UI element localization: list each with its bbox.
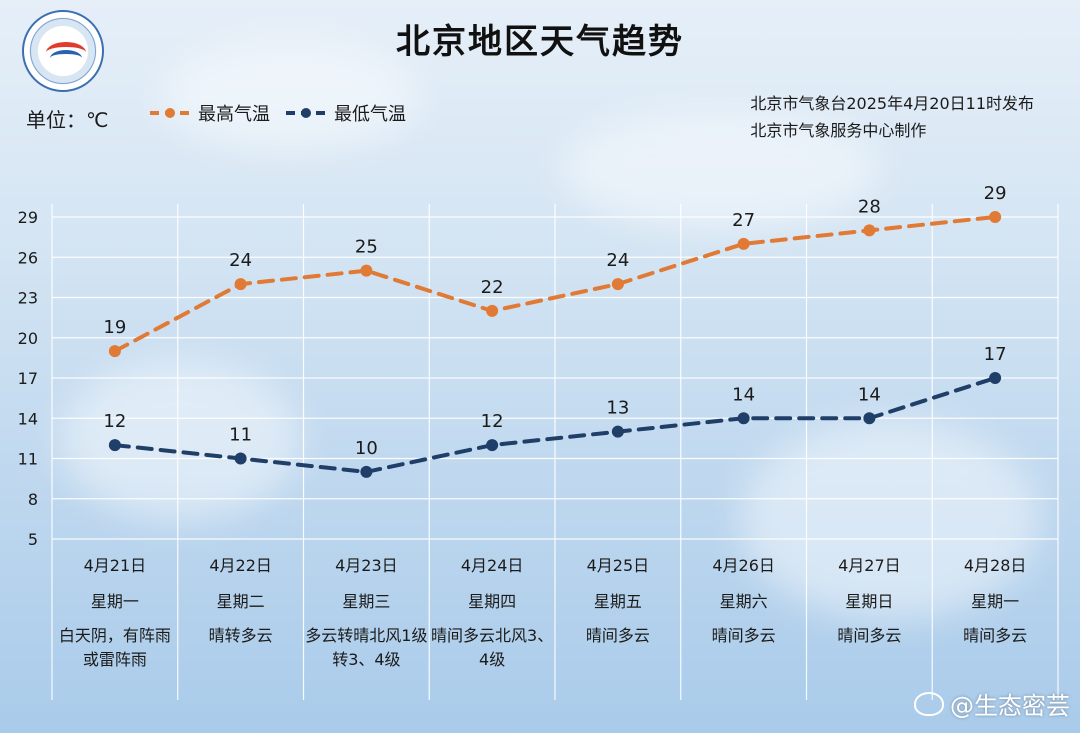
day-date: 4月27日	[838, 556, 901, 575]
watermark: @生态密芸	[914, 686, 1070, 721]
data-point-low	[486, 439, 499, 452]
day-weather: 晴间多云北风3、4级	[431, 626, 554, 669]
day-weather: 晴间多云	[711, 626, 776, 645]
day-weather: 晴转多云	[208, 626, 273, 645]
day-weekday: 星期二	[216, 592, 265, 611]
day-column: 4月25日星期五晴间多云	[555, 552, 681, 692]
data-label-high: 24	[229, 250, 252, 271]
day-weather: 晴间多云	[963, 626, 1028, 645]
y-tick-label: 11	[18, 450, 38, 469]
data-point-high	[108, 345, 121, 358]
data-point-low	[737, 412, 750, 425]
series-line-low	[112, 376, 998, 474]
data-label-high: 22	[481, 277, 504, 298]
day-weekday: 星期一	[971, 592, 1020, 611]
publisher-info: 北京市气象台2025年4月20日11时发布 北京市气象服务中心制作	[750, 90, 1034, 144]
weibo-icon	[914, 691, 944, 716]
day-date: 4月22日	[209, 556, 272, 575]
day-weather: 晴间多云	[837, 626, 902, 645]
day-date: 4月26日	[712, 556, 775, 575]
day-column: 4月27日星期日晴间多云	[806, 552, 932, 692]
watermark-text: @生态密芸	[950, 692, 1070, 720]
data-label-low: 12	[103, 411, 126, 432]
legend-low: 最低气温	[284, 100, 406, 126]
data-point-high	[737, 237, 750, 250]
series-line-high	[112, 215, 998, 354]
day-weekday: 星期三	[342, 592, 391, 611]
data-point-high	[234, 278, 247, 291]
legend-high-label: 最高气温	[198, 104, 270, 125]
data-point-low	[989, 372, 1002, 384]
data-label-low: 17	[984, 344, 1007, 365]
data-label-low: 14	[858, 384, 881, 405]
day-date: 4月25日	[586, 556, 650, 575]
data-point-high	[611, 278, 624, 291]
y-tick-label: 14	[18, 409, 38, 428]
legend: 最高气温 最低气温	[148, 100, 406, 126]
data-label-low: 13	[606, 398, 629, 419]
day-date: 4月23日	[335, 556, 398, 575]
data-point-low	[234, 452, 247, 465]
day-weekday: 星期日	[845, 592, 894, 611]
data-label-high: 24	[606, 250, 629, 271]
day-weekday: 星期五	[593, 592, 642, 611]
data-point-low	[611, 425, 624, 438]
day-date: 4月24日	[460, 556, 524, 575]
day-column: 4月26日星期六晴间多云	[681, 552, 807, 692]
day-column: 4月24日星期四晴间多云北风3、4级	[429, 552, 555, 692]
publisher-line-2: 北京市气象服务中心制作	[750, 121, 927, 140]
day-weather: 白天阴，有阵雨或雷阵雨	[58, 626, 171, 669]
meteorological-service-logo	[22, 10, 104, 92]
day-column: 4月23日星期三多云转晴北风1级转3、4级	[303, 552, 429, 692]
y-tick-label: 26	[18, 248, 38, 267]
legend-low-label: 最低气温	[334, 104, 406, 125]
y-tick-label: 8	[28, 490, 38, 509]
data-point-high	[863, 224, 876, 237]
legend-low-marker	[286, 108, 326, 118]
day-weekday: 星期一	[90, 592, 139, 611]
data-label-high: 27	[732, 210, 755, 231]
day-column: 4月28日星期一晴间多云	[932, 552, 1058, 692]
unit-label: 单位：℃	[26, 108, 109, 132]
day-column: 4月22日星期二晴转多云	[178, 552, 304, 692]
y-tick-label: 17	[18, 369, 38, 388]
data-point-low	[863, 412, 876, 425]
y-tick-label: 23	[18, 289, 38, 308]
day-date: 4月28日	[963, 556, 1027, 575]
publisher-line-1: 北京市气象台2025年4月20日11时发布	[750, 94, 1034, 113]
data-point-high	[486, 304, 499, 317]
day-date: 4月21日	[83, 556, 147, 575]
legend-high: 最高气温	[148, 100, 270, 126]
data-label-low: 11	[229, 425, 252, 446]
data-label-high: 25	[355, 237, 378, 258]
data-label-high: 19	[103, 317, 126, 338]
day-weekday: 星期六	[719, 592, 768, 611]
page-title: 北京地区天气趋势	[396, 22, 684, 62]
data-label-low: 10	[355, 438, 378, 459]
day-column: 4月21日星期一白天阴，有阵雨或雷阵雨	[52, 552, 178, 692]
day-weather: 多云转晴北风1级转3、4级	[305, 626, 428, 669]
data-point-high	[989, 211, 1002, 223]
data-label-low: 12	[481, 411, 504, 432]
legend-high-marker	[150, 108, 190, 118]
y-tick-label: 29	[18, 208, 38, 227]
day-weekday: 星期四	[468, 592, 517, 611]
data-label-low: 14	[732, 384, 755, 405]
day-weather: 晴间多云	[585, 626, 650, 645]
data-point-high	[360, 264, 373, 277]
data-label-high: 28	[858, 196, 881, 217]
data-point-low	[108, 439, 121, 452]
y-tick-label: 5	[28, 530, 38, 549]
data-label-high: 29	[984, 183, 1007, 204]
y-tick-label: 20	[18, 329, 38, 348]
data-point-low	[360, 465, 373, 478]
